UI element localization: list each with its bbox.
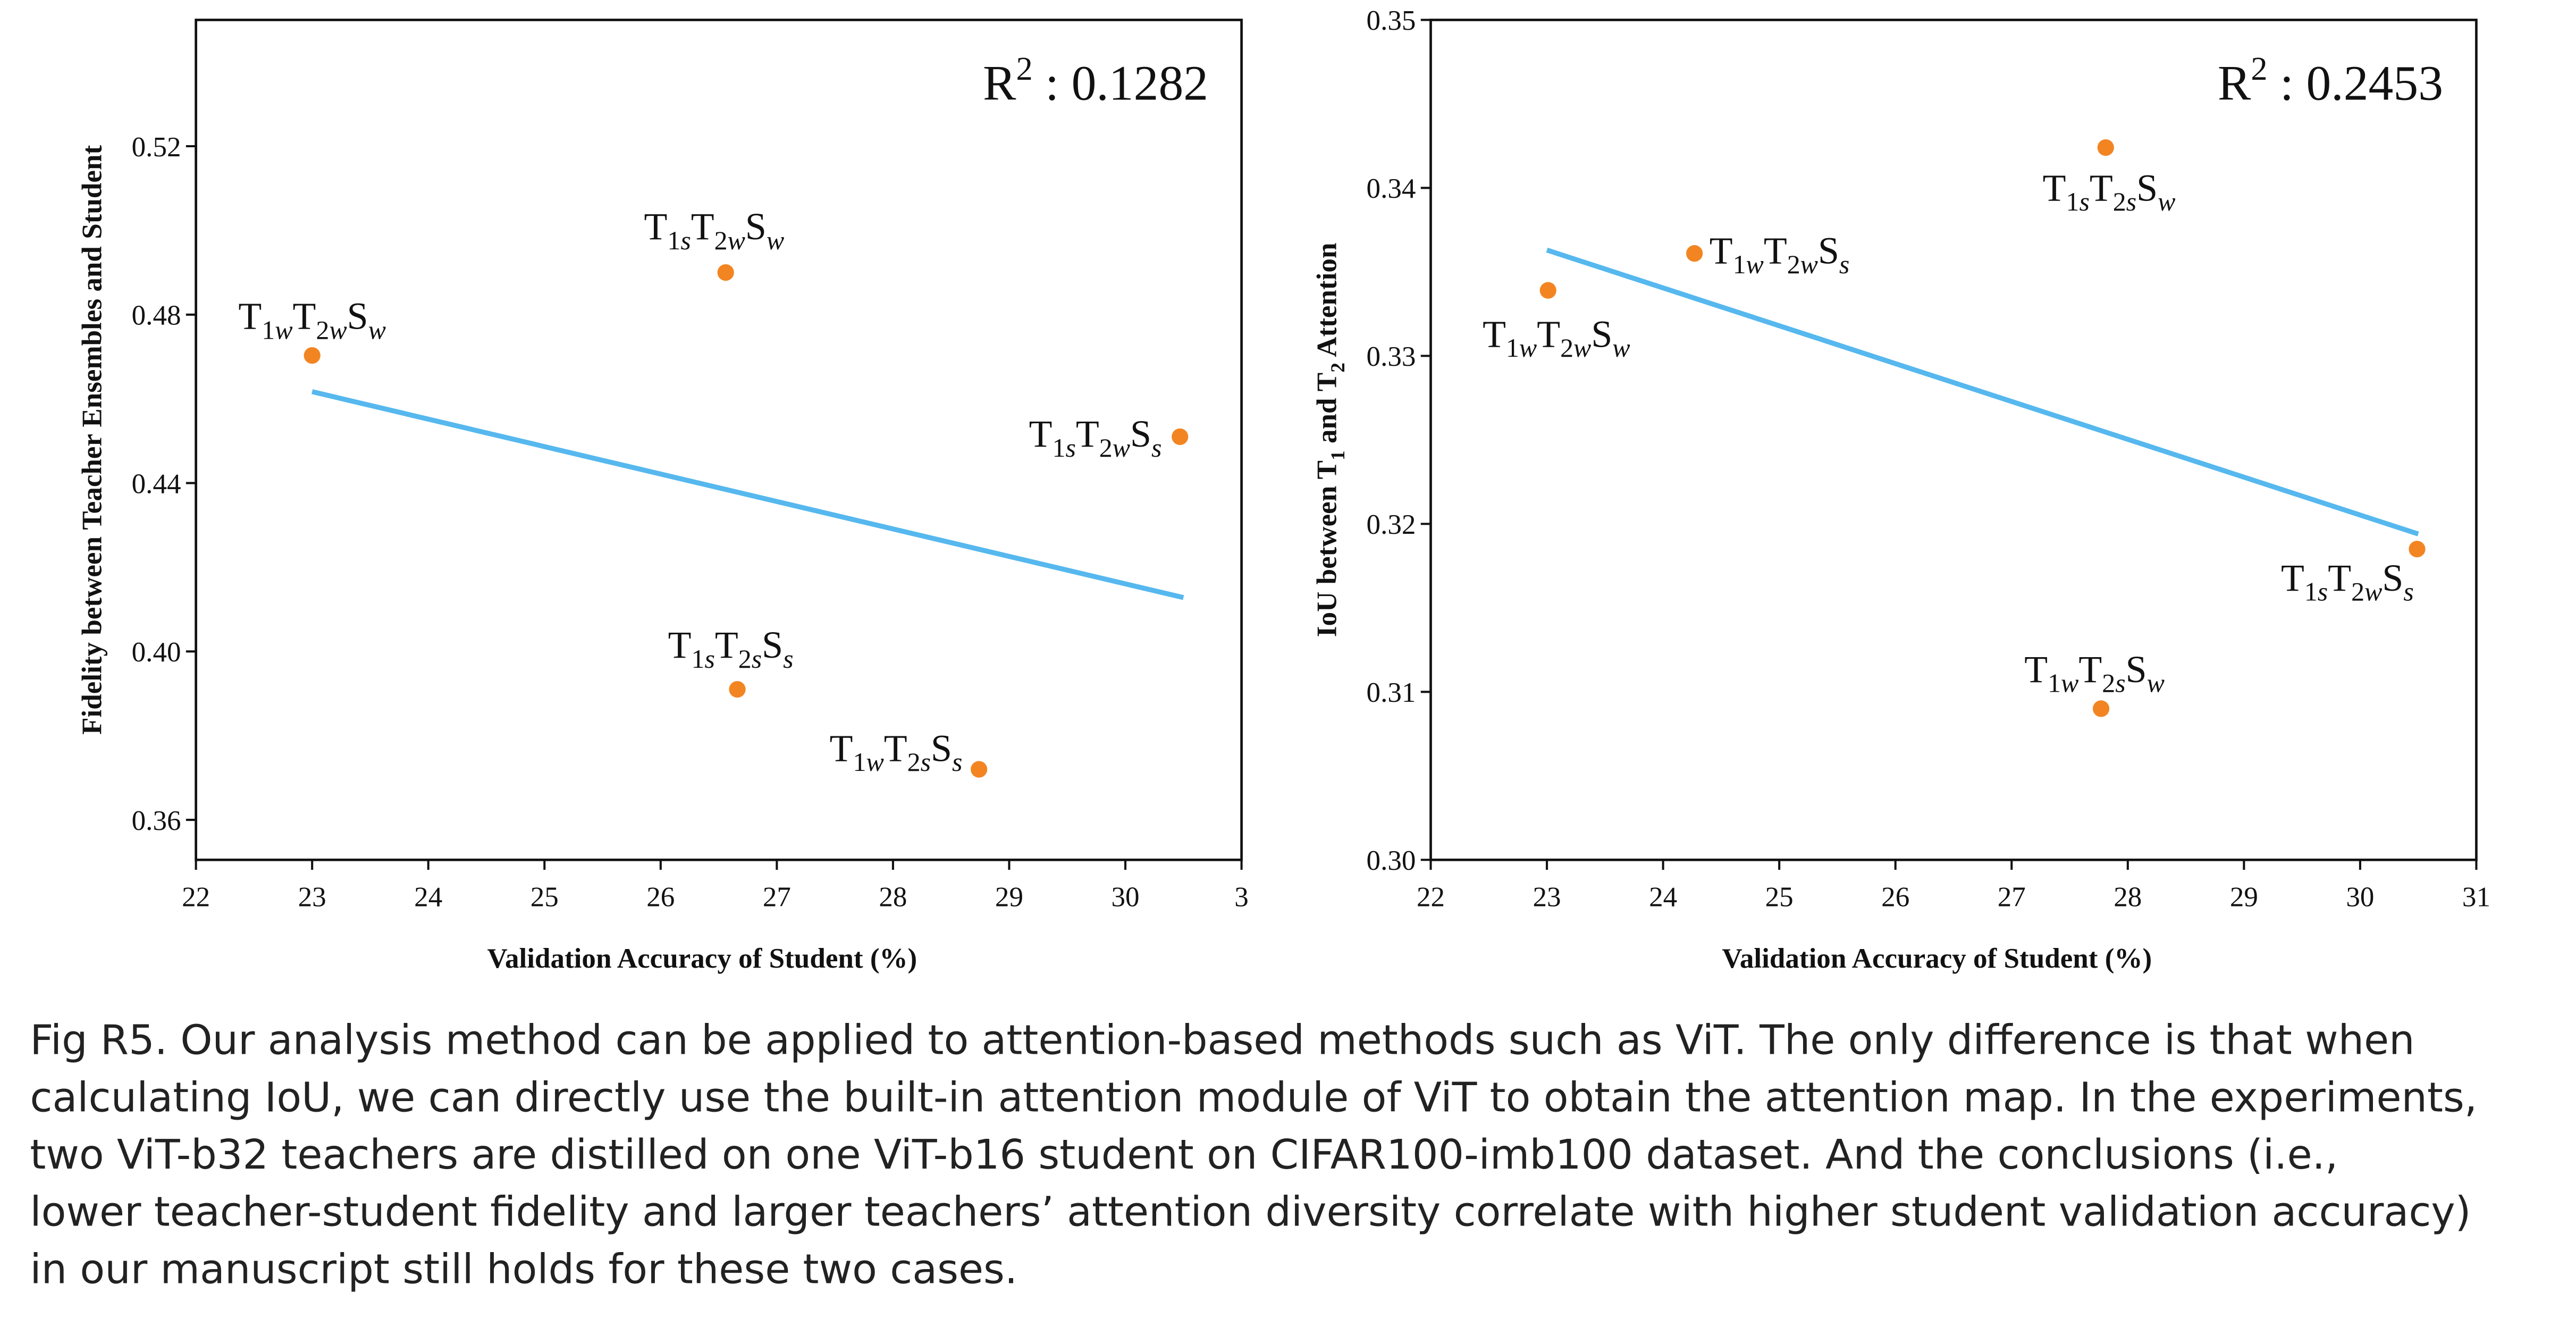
x-tick-label: 23	[1533, 882, 1561, 913]
data-point	[729, 681, 746, 698]
caption-line: two ViT-b32 teachers are distilled on on…	[30, 1131, 2338, 1179]
caption-line: in our manuscript still holds for these …	[30, 1246, 1017, 1293]
y-axis-title: Fidelity between Teacher Ensembles and S…	[77, 145, 108, 735]
data-point	[1686, 245, 1703, 262]
plot-frame	[195, 19, 1243, 861]
y-axis-title: IoU between T1 and T2 Attention	[1312, 243, 1350, 637]
trend-line	[312, 389, 1184, 600]
chart: 22 23 24 25 26 27 28 29 30 31 0.30 0.31 0.32 0.33 0.34…	[1312, 5, 2490, 974]
x-tick-label: 3	[1234, 882, 1249, 913]
x-tick-label: 27	[1998, 882, 2026, 913]
data-point	[1172, 428, 1189, 446]
point-label: T1sT2wSw	[644, 205, 785, 255]
x-tick-label: 29	[2230, 882, 2258, 913]
point-label: T1wT2sSw	[2024, 648, 2165, 698]
x-tick-label: 25	[531, 882, 559, 913]
caption-line: calculating IoU, we can directly use the…	[30, 1074, 2477, 1121]
data-point	[1539, 282, 1556, 299]
y-tick-label: 0.35	[1367, 5, 1416, 36]
y-tick-label: 0.33	[1367, 341, 1416, 372]
point-label: T1sT2wSs	[1029, 413, 1162, 463]
caption-line: lower teacher-student fidelity and large…	[30, 1189, 2471, 1236]
y-tick-label: 0.32	[1367, 509, 1416, 540]
x-tick-label: 31	[2462, 882, 2490, 913]
y-tick-label: 0.48	[132, 300, 181, 331]
plot-frame	[1429, 19, 2478, 861]
x-tick-label: 28	[2114, 882, 2142, 913]
point-label: T1sT2wSs	[2281, 557, 2414, 607]
x-tick-label: 27	[763, 882, 791, 913]
data-point	[717, 264, 734, 281]
y-tick-label: 0.30	[1367, 845, 1416, 876]
x-tick-label: 24	[414, 882, 442, 913]
r2-annotation: R2 : 0.1282	[983, 50, 1208, 111]
y-tick-label: 0.36	[132, 805, 181, 836]
y-tick-label: 0.44	[132, 468, 181, 499]
x-axis-title: Validation Accuracy of Student (%)	[1722, 943, 2152, 974]
x-tick-label: 28	[879, 882, 907, 913]
point-label: T1wT2sSs	[830, 727, 963, 777]
point-label: T1sT2sSs	[668, 624, 794, 674]
point-label: T1wT2wSw	[1483, 313, 1630, 363]
x-tick-label: 29	[995, 882, 1023, 913]
y-tick-label: 0.34	[1367, 173, 1416, 204]
x-tick-label: 26	[1881, 882, 1909, 913]
x-tick-label: 30	[2346, 882, 2374, 913]
data-point	[304, 347, 321, 364]
x-tick-label: 22	[1417, 882, 1445, 913]
x-tick-label: 23	[298, 882, 326, 913]
chart: 22 23 24 25 26 27 28 29 30 3 0.36 0.40 0.44 0.48 0.52 V…	[77, 19, 1249, 974]
point-label: T1sT2sSw	[2043, 167, 2176, 217]
data-point	[2409, 541, 2426, 558]
x-tick-label: 26	[646, 882, 675, 913]
y-tick-label: 0.40	[132, 637, 181, 668]
data-point	[2092, 700, 2110, 717]
x-tick-label: 25	[1765, 882, 1794, 913]
x-tick-label: 22	[182, 882, 210, 913]
caption: Fig R5. Our analysis method can be appli…	[30, 1017, 2477, 1294]
trend-line	[1546, 247, 2419, 536]
x-axis-title: Validation Accuracy of Student (%)	[487, 943, 917, 974]
data-point	[2097, 139, 2114, 156]
point-label: T1wT2wSw	[238, 295, 386, 345]
x-tick-label: 30	[1111, 882, 1139, 913]
y-tick-label: 0.31	[1367, 677, 1416, 708]
point-label: T1wT2wSs	[1710, 229, 1850, 279]
x-tick-label: 24	[1649, 882, 1677, 913]
data-point	[971, 761, 988, 778]
y-tick-label: 0.52	[132, 132, 181, 163]
r2-annotation: R2 : 0.2453	[2218, 50, 2443, 111]
caption-line: Fig R5. Our analysis method can be appli…	[30, 1017, 2414, 1064]
